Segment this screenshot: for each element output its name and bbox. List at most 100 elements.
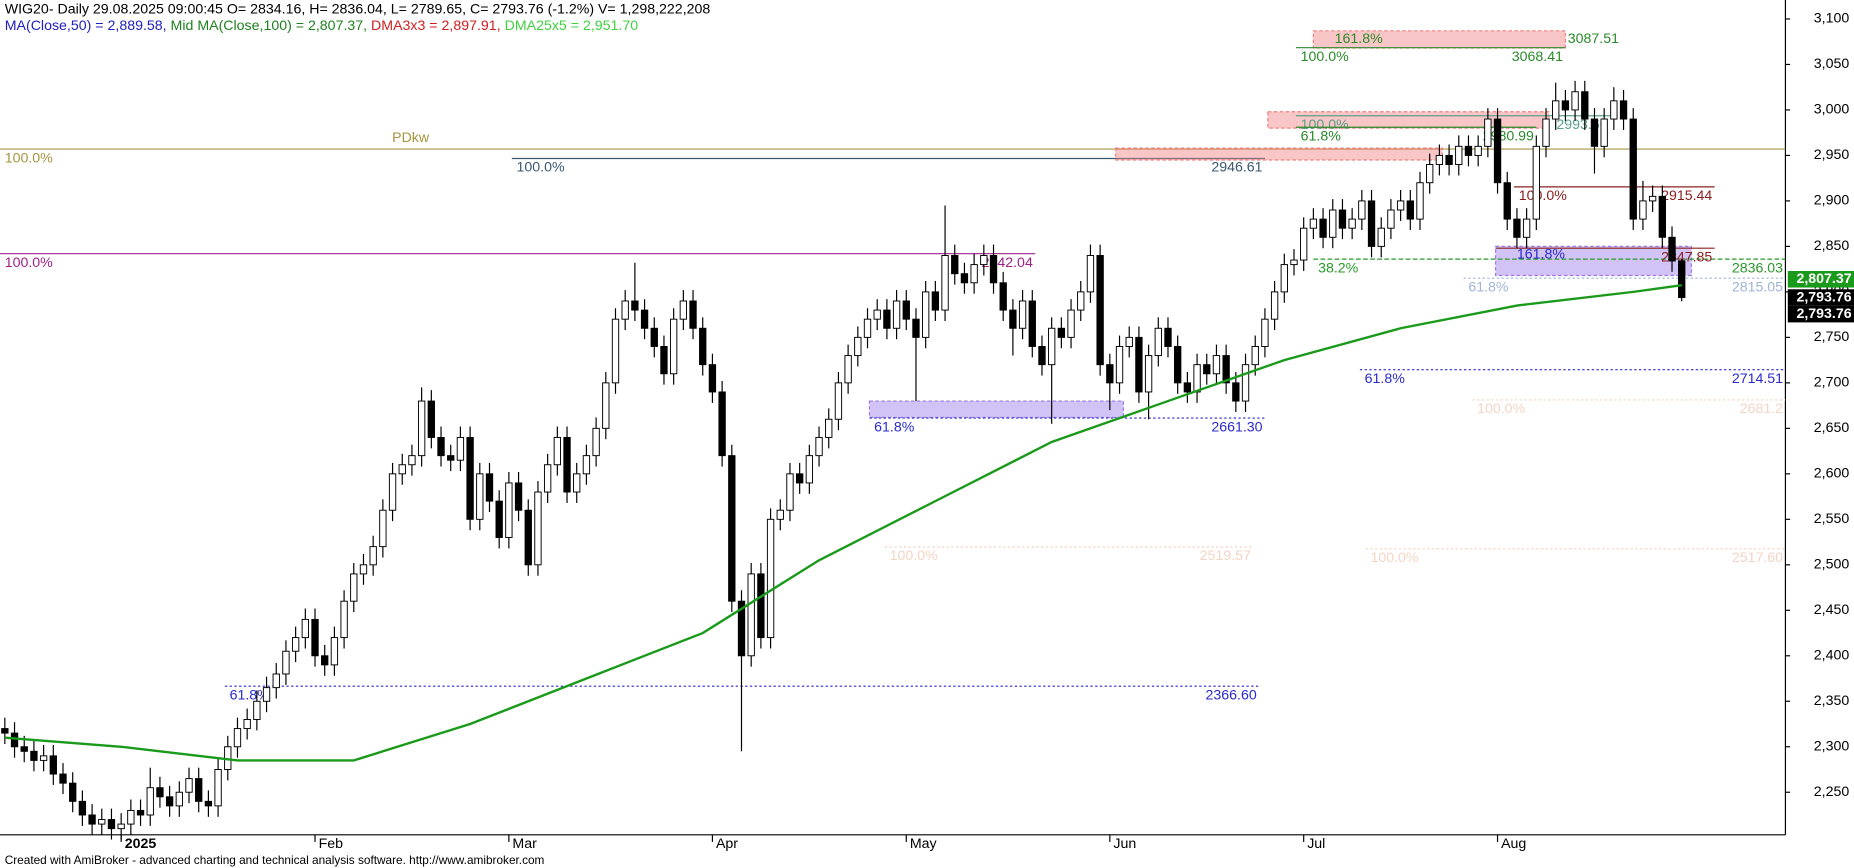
zone-label: 3087.51 [1568, 31, 1619, 47]
candle-body [185, 778, 193, 793]
candle-body [1639, 200, 1647, 220]
candle-body [427, 400, 435, 438]
candle-body [573, 473, 581, 493]
candle-body [1522, 218, 1531, 238]
candle-body [1387, 209, 1395, 229]
price-tag [1787, 270, 1854, 288]
candle-body [30, 750, 38, 761]
price-tag-label: 2,807.37 [1796, 271, 1851, 287]
candle-body [524, 509, 532, 566]
candle-body [1261, 318, 1269, 347]
candle-body [1086, 255, 1095, 293]
candle-body [1009, 309, 1017, 329]
candle-body [1222, 355, 1230, 384]
candle-body [1503, 182, 1511, 220]
candle-body [931, 291, 940, 311]
level-label: 2681.2 [1740, 401, 1783, 417]
candle-body [1678, 260, 1686, 299]
x-tick-label: Feb [319, 836, 344, 852]
candle-body [1280, 264, 1288, 293]
candle-body [1164, 327, 1172, 347]
candle-body [437, 436, 445, 457]
x-tick-label: Apr [716, 836, 738, 852]
y-tick-label: 2,750 [1814, 329, 1850, 345]
level-label: 2915.44 [1661, 188, 1712, 204]
candle-body [1106, 364, 1114, 384]
candle-body [999, 282, 1007, 311]
candle-body [1144, 355, 1153, 393]
price-tag-label: 2,793.76 [1796, 289, 1851, 305]
candle-body [243, 718, 251, 730]
candle-body [1018, 300, 1027, 329]
candle-body [1193, 364, 1201, 393]
candle-body [1183, 382, 1192, 393]
candle-body [786, 473, 794, 511]
candle-body [1290, 259, 1298, 266]
candle-body [602, 382, 610, 429]
y-tick-label: 2,350 [1814, 693, 1850, 709]
y-tick-label: 2,650 [1814, 420, 1850, 436]
candle-body [611, 318, 620, 384]
candle-body [1038, 345, 1046, 366]
candle-body [78, 800, 87, 816]
level-label: 2836.03 [1732, 260, 1783, 276]
legend-entry: DMA3x3 = 2,897.91, [371, 18, 505, 34]
candle-body [1, 728, 9, 734]
candle-body [301, 618, 309, 639]
candle-body [1348, 218, 1356, 229]
candle-body [476, 473, 484, 520]
candle-body [679, 300, 688, 320]
candle-body [514, 482, 523, 511]
candle-body [669, 318, 678, 375]
candle-body [127, 809, 135, 825]
candle-body [340, 600, 348, 639]
candle-body [20, 746, 28, 752]
candle-body [214, 769, 222, 807]
level-label: 61.8% [1301, 128, 1342, 144]
candle-body [1358, 200, 1366, 220]
candle-body [1445, 154, 1453, 165]
candle-body [1077, 291, 1085, 311]
candle-body [941, 255, 949, 311]
candle-body [922, 291, 930, 338]
candle-body [776, 509, 784, 520]
candle-body [747, 573, 755, 657]
candle-body [136, 809, 145, 816]
level-label: 61.8% [1468, 279, 1509, 295]
candle-body [592, 427, 600, 457]
candle-body [59, 773, 67, 784]
candle-body [708, 364, 717, 393]
candle-body [951, 255, 959, 275]
candle-body [1396, 200, 1405, 211]
candle-body [1629, 118, 1637, 220]
candle-body [1338, 209, 1347, 229]
candle-body [282, 650, 290, 675]
candle-body [485, 473, 494, 502]
level-label: 2842.04 [982, 255, 1033, 271]
candle-body [1300, 227, 1308, 261]
level-label: 38.2% [1318, 260, 1359, 276]
level-label: 2815.05 [1732, 279, 1783, 295]
candle-body [805, 455, 814, 484]
x-tick-label: Mar [512, 836, 537, 852]
candle-body [1474, 145, 1482, 156]
candle-body [1232, 382, 1240, 402]
candle-body [1377, 227, 1385, 247]
chart-title: WIG20- Daily 29.08.2025 09:00:45 O= 2834… [5, 1, 711, 17]
level-label: 2661.30 [1211, 419, 1262, 435]
candle-body [1464, 145, 1473, 156]
y-tick-label: 2,300 [1814, 739, 1850, 755]
candle-body [1668, 236, 1676, 262]
candle-body [117, 823, 125, 830]
candle-body [1493, 118, 1502, 184]
y-tick-label: 2,400 [1814, 648, 1850, 664]
candle-body [49, 755, 57, 775]
candle-body [844, 355, 852, 384]
candle-body [39, 755, 48, 761]
candle-body [766, 518, 775, 639]
candle-body [10, 732, 19, 748]
zone-box [1312, 30, 1566, 49]
candle-body [1406, 200, 1414, 220]
candle-body [1367, 200, 1376, 247]
